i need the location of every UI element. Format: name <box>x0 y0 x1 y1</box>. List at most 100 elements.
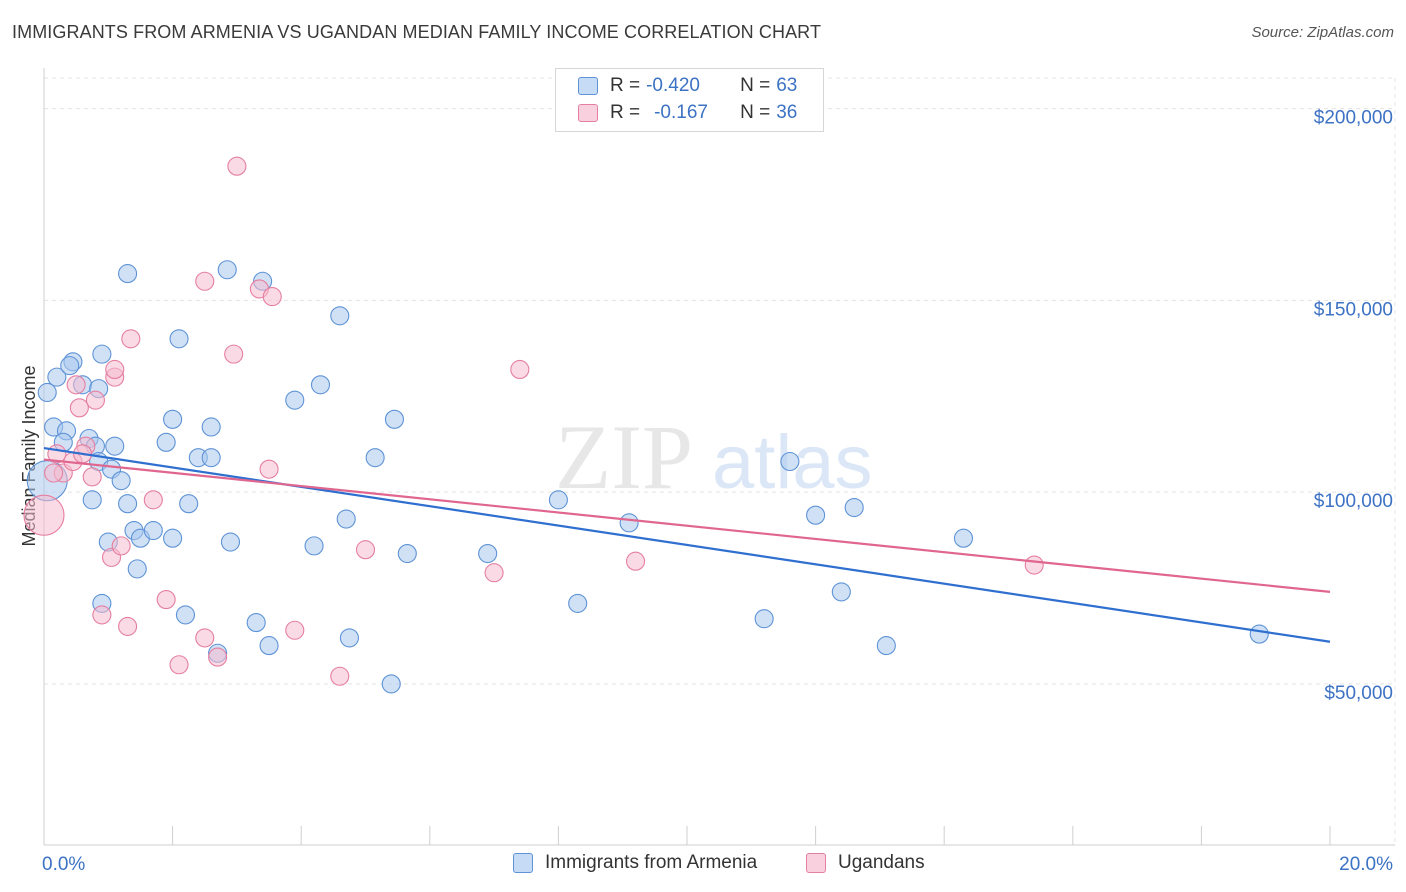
point-ugandans <box>66 375 86 395</box>
legend-n-label: N = <box>740 75 771 96</box>
y-tick-label: $50,000 <box>1324 683 1393 704</box>
point-armenia <box>217 260 237 280</box>
point-armenia <box>47 367 67 387</box>
point-armenia <box>339 628 359 648</box>
point-armenia <box>754 609 774 629</box>
point-ugandans <box>224 344 244 364</box>
data-points <box>23 156 1269 694</box>
y-tick-label: $150,000 <box>1314 299 1393 320</box>
point-ugandans <box>355 540 376 560</box>
point-ugandans <box>195 271 215 291</box>
point-armenia <box>201 417 221 437</box>
point-armenia <box>548 490 568 510</box>
y-tick-label: $200,000 <box>1314 108 1393 129</box>
chart-title: IMMIGRANTS FROM ARMENIA VS UGANDAN MEDIA… <box>12 22 822 42</box>
point-ugandans <box>111 536 131 556</box>
trend-lines <box>43 446 1331 643</box>
legend-swatch-blue <box>578 77 598 95</box>
legend-r-label: R = <box>610 102 641 123</box>
point-armenia <box>568 593 588 613</box>
point-armenia <box>619 513 639 533</box>
point-ugandans <box>169 655 189 675</box>
point-armenia <box>220 532 241 552</box>
point-armenia <box>201 448 221 468</box>
legend-swatch-pink <box>578 104 598 122</box>
point-ugandans <box>195 628 215 648</box>
legend-swatch-blue <box>513 853 533 873</box>
point-ugandans <box>208 647 228 667</box>
point-ugandans <box>69 398 89 418</box>
legend-r-label: R = <box>610 75 641 96</box>
point-armenia <box>285 390 305 410</box>
x-tick-label: 0.0% <box>42 854 85 875</box>
point-armenia <box>478 543 498 564</box>
legend-r-value: -0.420 <box>646 75 700 96</box>
legend-r-value: -0.167 <box>654 102 708 123</box>
point-ugandans <box>285 620 305 640</box>
legend-n-label: N = <box>740 102 771 123</box>
y-tick-label: $100,000 <box>1314 491 1393 512</box>
watermark-zip: ZIP <box>555 406 693 508</box>
point-armenia <box>259 636 279 656</box>
point-ugandans <box>118 616 138 636</box>
point-armenia <box>246 613 266 633</box>
point-ugandans <box>85 390 105 410</box>
legend-row-ugandans: R = -0.167 N = 36 <box>578 100 797 126</box>
point-armenia <box>330 306 350 326</box>
legend-label-armenia: Immigrants from Armenia <box>545 852 758 873</box>
point-armenia <box>384 409 404 429</box>
point-ugandans <box>484 563 504 583</box>
point-armenia <box>82 490 102 510</box>
point-armenia <box>163 528 183 548</box>
point-armenia <box>780 451 800 472</box>
point-armenia <box>831 582 851 602</box>
point-armenia <box>953 528 974 548</box>
point-ugandans <box>510 359 530 380</box>
point-ugandans <box>105 359 125 380</box>
point-armenia <box>118 264 138 284</box>
legend-item-armenia: Immigrants from Armenia <box>513 852 757 874</box>
y-tick-labels: $50,000 $100,000 $150,000 $200,000 <box>1314 108 1393 704</box>
point-armenia <box>169 329 189 349</box>
source-label: Source: ZipAtlas.com <box>1251 24 1394 41</box>
point-ugandans <box>92 605 112 625</box>
point-armenia <box>156 432 176 452</box>
point-armenia <box>175 605 196 625</box>
point-armenia <box>381 674 401 694</box>
point-armenia <box>844 497 864 518</box>
point-ugandans <box>330 666 350 686</box>
point-armenia <box>876 636 896 656</box>
point-armenia <box>1249 624 1269 644</box>
point-ugandans <box>23 494 65 536</box>
point-ugandans <box>626 551 646 571</box>
point-armenia <box>127 559 147 579</box>
point-ugandans <box>1024 555 1044 575</box>
series-legend: Immigrants from Armenia Ugandans <box>0 852 1406 878</box>
stats-legend: R = -0.420 N = 63 R = -0.167 N = 36 <box>555 68 824 132</box>
legend-row-armenia: R = -0.420 N = 63 <box>578 73 797 99</box>
point-armenia <box>806 505 826 525</box>
point-armenia <box>111 471 131 491</box>
legend-swatch-pink <box>806 853 826 873</box>
point-armenia <box>92 344 112 364</box>
point-armenia <box>60 356 80 376</box>
point-ugandans <box>156 590 176 610</box>
x-tick-label: 20.0% <box>1339 854 1393 875</box>
point-armenia <box>365 448 385 468</box>
point-armenia <box>397 543 417 564</box>
point-ugandans <box>143 490 163 510</box>
legend-label-ugandans: Ugandans <box>838 852 925 873</box>
point-ugandans <box>121 329 141 349</box>
point-armenia <box>143 520 163 541</box>
point-armenia <box>310 375 331 395</box>
legend-n-value: 63 <box>776 75 798 96</box>
point-ugandans <box>44 463 64 483</box>
point-armenia <box>118 494 138 514</box>
point-ugandans <box>227 156 247 176</box>
point-ugandans <box>262 287 282 307</box>
point-ugandans <box>82 467 102 487</box>
point-armenia <box>179 494 199 514</box>
point-ugandans <box>259 459 279 479</box>
trend-line-ugandans <box>43 458 1331 593</box>
